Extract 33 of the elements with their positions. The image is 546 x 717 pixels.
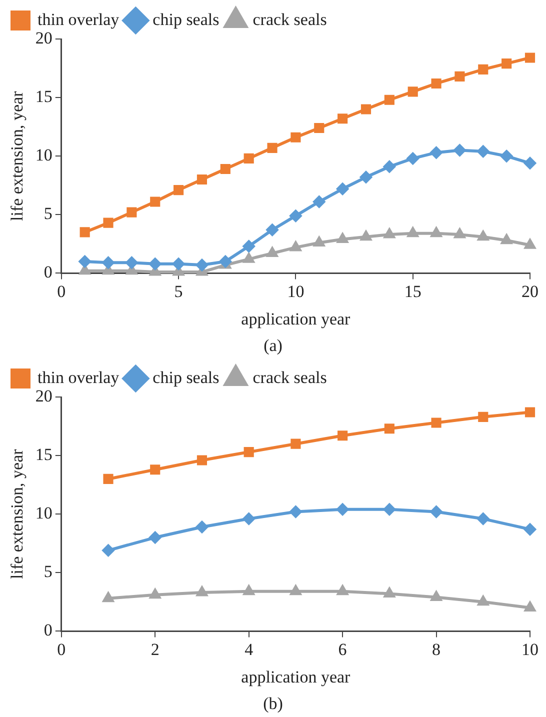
x-tick-label: 5 (174, 282, 183, 301)
x-axis-title: application year (241, 667, 351, 686)
y-axis-title: life extension, year (8, 448, 27, 580)
legend-label: thin overlay (38, 368, 120, 387)
x-tick-label: 4 (244, 640, 254, 659)
y-tick-label: 15 (35, 87, 52, 106)
x-tick-label: 0 (57, 640, 66, 659)
x-tick-label: 10 (522, 640, 538, 659)
y-axis-title: life extension, year (8, 90, 27, 222)
text: (a) (262, 335, 284, 357)
y-tick-label: 20 (35, 28, 52, 48)
x-axis-title: application year (241, 309, 351, 328)
y-tick-label: 10 (35, 146, 52, 165)
x-tick-label: 2 (150, 640, 160, 659)
x-tick-label: 20 (522, 282, 538, 301)
legend-label: crack seals (252, 368, 327, 387)
y-tick-label: 0 (44, 620, 52, 640)
legend-label: thin overlay (38, 10, 120, 29)
legend-label: chip seals (152, 368, 220, 387)
x-tick-label: 10 (287, 282, 304, 301)
y-tick-label: 15 (35, 445, 52, 464)
y-tick-label: 5 (44, 562, 52, 582)
y-tick-label: 10 (35, 504, 52, 523)
y-tick-label: 0 (44, 262, 52, 282)
y-tick-label: 20 (35, 386, 52, 406)
legend-label: crack seals (252, 10, 327, 29)
x-tick-label: 6 (338, 640, 347, 659)
x-tick-label: 0 (57, 282, 66, 301)
legend-label: chip seals (152, 10, 220, 29)
x-tick-label: 8 (432, 640, 441, 659)
y-tick-label: 5 (44, 204, 52, 224)
x-tick-label: 15 (404, 282, 422, 301)
text: (b) (262, 693, 284, 715)
